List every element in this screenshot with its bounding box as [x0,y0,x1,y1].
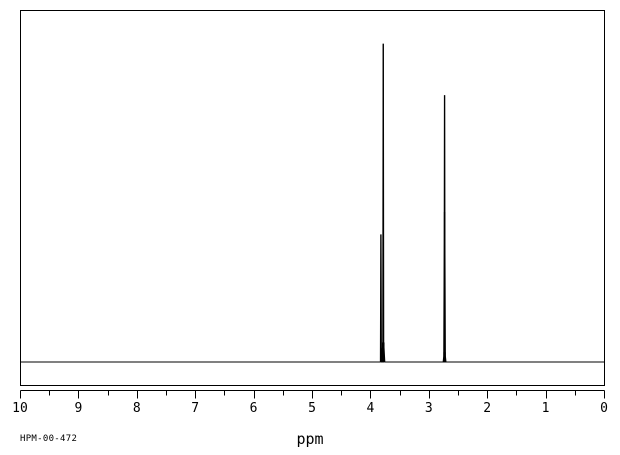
ppm-tick-label-9: 9 [74,401,82,416]
ppm-tick-label-2: 2 [483,401,491,416]
ppm-axis [20,390,605,399]
ppm-axis-title: ppm [296,430,323,448]
ppm-tick-label-5: 5 [308,401,316,416]
ppm-tick-label-4: 4 [366,401,374,416]
sample-id-label: HPM-00-472 [20,434,77,444]
spectrum-trace [20,43,604,363]
ppm-tick-label-1: 1 [542,401,550,416]
plot-frame [20,10,605,386]
ppm-tick-label-7: 7 [191,401,199,416]
ppm-tick-label-6: 6 [250,401,258,416]
ppm-axis-tick-labels: 10 9 8 7 6 5 4 3 2 1 0 [12,401,608,416]
ppm-tick-label-0: 0 [600,401,608,416]
ppm-tick-label-10: 10 [12,401,28,416]
ppm-tick-label-3: 3 [425,401,433,416]
ppm-tick-label-8: 8 [133,401,141,416]
